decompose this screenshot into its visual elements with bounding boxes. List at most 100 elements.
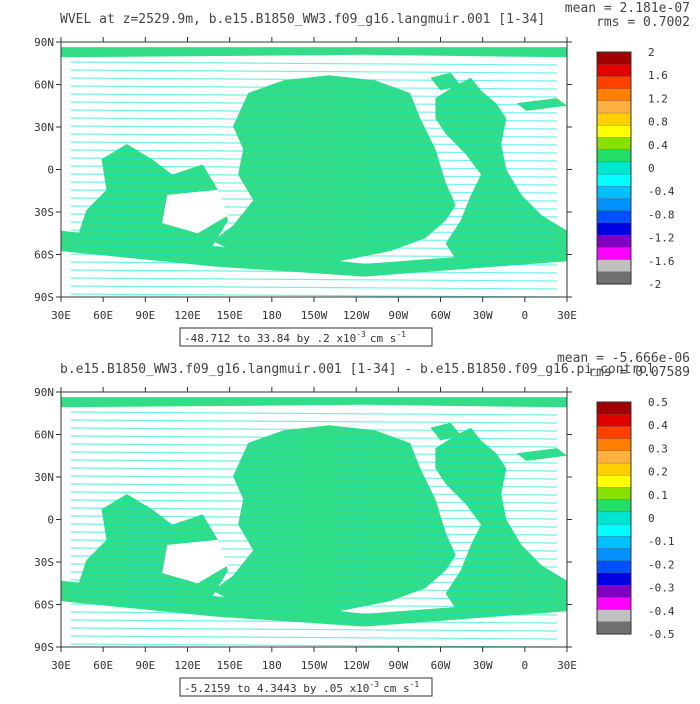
lon-label: 30W — [473, 659, 493, 672]
lon-label: 60W — [431, 659, 451, 672]
lat-label: 30S — [34, 556, 54, 569]
texture-stripe — [70, 117, 558, 122]
lon-label: 150E — [216, 309, 243, 322]
colorbar-swatch — [596, 475, 632, 489]
texture-stripe — [70, 85, 558, 90]
colorbar-swatch — [596, 76, 632, 90]
colorbar-swatch — [596, 523, 632, 537]
lon-label: 30E — [51, 659, 71, 672]
texture-stripe — [70, 587, 558, 592]
texture-stripe — [70, 61, 558, 66]
lat-label: 60S — [34, 599, 54, 612]
texture-stripe — [70, 213, 558, 218]
texture-stripe — [70, 595, 558, 600]
colorbar-label: 0.4 — [648, 419, 668, 432]
texture-stripe — [70, 221, 558, 226]
lat-axis: 90N 60N 30N 0 30S 60S 90S — [34, 36, 572, 304]
texture-stripe — [70, 483, 558, 488]
texture-stripe — [70, 507, 558, 512]
colorbar-swatch — [596, 597, 632, 611]
map-area — [60, 391, 568, 648]
texture-stripe — [70, 133, 558, 138]
colorbar-swatch — [596, 64, 632, 77]
lon-label: 90W — [388, 309, 408, 322]
colorbar-swatch — [596, 487, 632, 501]
texture-stripe — [70, 173, 558, 178]
colorbar-swatch — [596, 609, 632, 623]
colorbar-swatch — [596, 572, 632, 586]
texture-stripe — [70, 491, 558, 496]
arctic-ocean — [61, 397, 567, 408]
texture-stripe — [70, 229, 558, 234]
lat-label: 30N — [34, 121, 54, 134]
colorbar-swatch — [596, 247, 632, 261]
texture-stripe — [70, 101, 558, 106]
colorbar-swatch — [596, 112, 632, 126]
panel-title: WVEL at z=2529.9m, b.e15.B1850_WW3.f09_g… — [60, 12, 545, 27]
texture-stripe — [70, 181, 558, 186]
colorbar-label: 0 — [648, 162, 655, 175]
texture-stripe — [70, 189, 558, 194]
lat-label: 60N — [34, 79, 54, 92]
lat-label: 60S — [34, 249, 54, 262]
colorbar-swatch — [596, 499, 632, 513]
texture-stripe — [70, 451, 558, 456]
lon-label: 0 — [521, 309, 528, 322]
colorbar-swatch — [596, 621, 632, 635]
colorbar-label: -1.2 — [648, 232, 675, 245]
lon-label: 90E — [135, 659, 155, 672]
texture-stripe — [70, 571, 558, 576]
colorbar-swatch — [596, 271, 632, 285]
lat-axis: 90N 60N 30N 0 30S 60S 90S — [34, 386, 572, 654]
lat-label: 90N — [34, 386, 54, 399]
lat-label: 90S — [34, 291, 54, 304]
texture-stripe — [70, 467, 558, 472]
colorbar-swatch — [596, 100, 632, 114]
lon-label: 90E — [135, 309, 155, 322]
texture-stripe — [70, 579, 558, 584]
colorbar-swatch — [596, 161, 632, 175]
southern-ocean — [61, 580, 567, 627]
texture-stripe — [70, 619, 558, 624]
colorbar-label: 0 — [648, 512, 655, 525]
colorbar-label: -0.8 — [648, 208, 675, 221]
colorbar-label: -0.1 — [648, 535, 675, 548]
colorbar-frame — [596, 401, 632, 635]
lat-label: 30N — [34, 471, 54, 484]
lat-label: 0 — [47, 514, 54, 527]
lon-label: 30W — [473, 309, 493, 322]
texture-stripe — [70, 563, 558, 568]
map-area — [60, 41, 568, 298]
map-panel-bottom-svg: b.e15.B1850_WW3.f09_g16.langmuir.001 [1-… — [34, 351, 690, 697]
lon-axis: 30E 60E 90E 120E 150E 180 150W 120W 90W 60W 30W 0 30… — [51, 37, 577, 322]
texture-stripe — [70, 93, 558, 98]
map-panel-bottom: b.e15.B1850_WW3.f09_g16.langmuir.001 [1-… — [0, 350, 700, 700]
texture-stripe — [70, 69, 558, 74]
range-box — [179, 677, 433, 697]
lon-label: 150E — [216, 659, 243, 672]
texture-stripe — [70, 603, 558, 608]
arctic-ocean — [61, 47, 567, 58]
hudson-bay — [430, 72, 461, 91]
colorbar-label: 1.6 — [648, 69, 668, 82]
colorbar-swatch — [596, 462, 632, 476]
texture-stripe — [70, 611, 558, 616]
texture-stripe — [70, 523, 558, 528]
texture-stripe — [70, 261, 558, 266]
texture-stripe — [70, 515, 558, 520]
colorbar-label: -0.5 — [648, 628, 675, 641]
lon-label: 120W — [343, 309, 370, 322]
colorbar-label: -1.6 — [648, 255, 675, 268]
colorbar-swatch — [596, 235, 632, 248]
texture-stripe — [70, 165, 558, 170]
lon-label: 90W — [388, 659, 408, 672]
lon-label: 30E — [557, 309, 577, 322]
texture-stripe — [70, 539, 558, 544]
texture-stripe — [70, 475, 558, 480]
mean-stat: mean = -5.666e-06 — [557, 351, 690, 366]
colorbar-swatch — [596, 259, 632, 273]
lon-label: 180 — [262, 309, 282, 322]
colorbar-label: -2 — [648, 278, 661, 291]
panel-title: b.e15.B1850_WW3.f09_g16.langmuir.001 [1-… — [60, 362, 655, 377]
colorbar-swatch — [596, 125, 632, 139]
